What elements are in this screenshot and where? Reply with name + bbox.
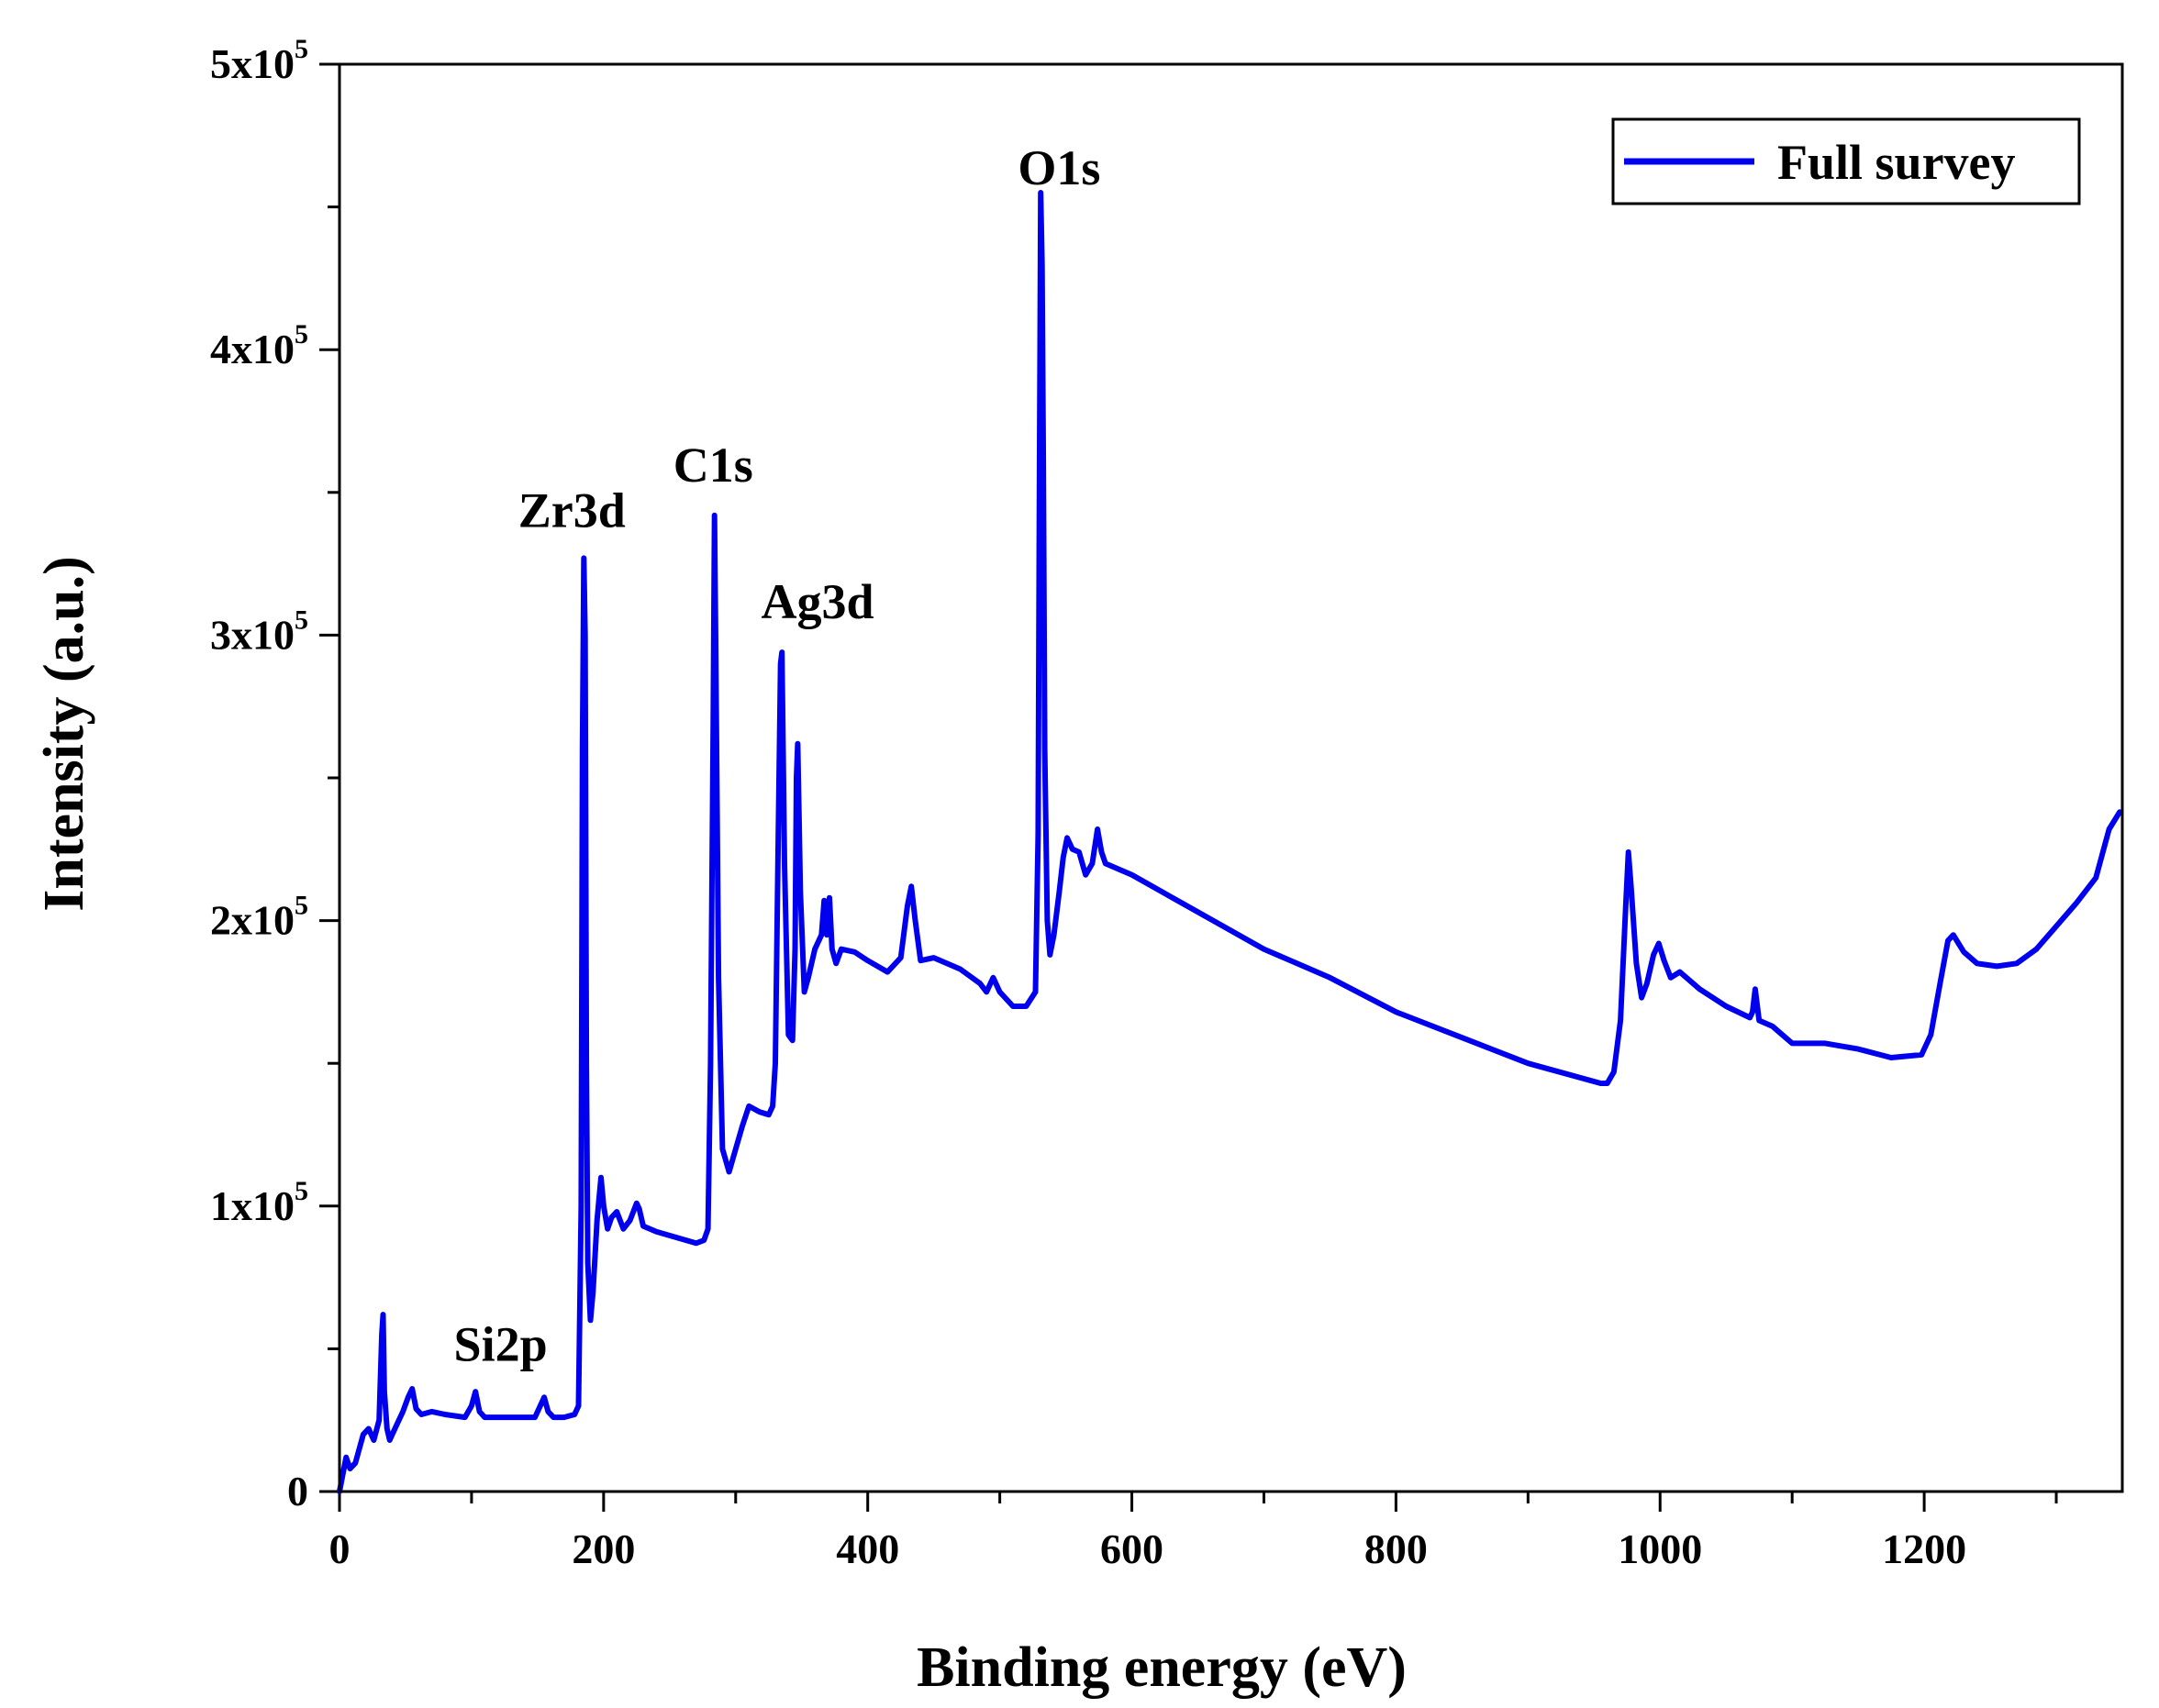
x-tick-label: 0 [329,1525,351,1572]
x-tick-label: 800 [1364,1525,1428,1572]
x-tick-label: 1000 [1618,1525,1702,1572]
y-tick-label: 0 [287,1468,308,1514]
peak-annotations: Si2p Zr3d C1s Ag3d O1s [454,140,1101,1371]
x-tick-label: 200 [572,1525,635,1572]
y-tick-labels: 0 1x105 2x105 3x105 4x105 5x105 [210,34,308,1514]
plot-frame [338,62,2124,1493]
y-axis-title: Intensity (a.u.) [33,556,95,912]
series-line-full-survey [337,190,2123,1494]
x-tick-label: 1200 [1882,1525,1966,1572]
peak-label-ag3d: Ag3d [761,574,874,629]
y-tick-label: 2x105 [210,891,308,944]
peak-label-c1s: C1s [673,438,753,493]
x-tick-label: 600 [1100,1525,1163,1572]
x-tick-labels: 0 200 400 600 800 1000 1200 [329,1525,1967,1572]
x-axis-title: Binding energy (eV) [917,1636,1407,1699]
y-tick-label: 1x105 [210,1176,308,1229]
y-tick-label: 4x105 [210,319,308,372]
legend: Full survey [1611,117,2081,205]
legend-label-full-survey: Full survey [1777,135,2016,190]
peak-label-zr3d: Zr3d [518,483,626,538]
y-tick-label: 3x105 [210,604,308,658]
axis-ticks [319,62,2058,1512]
x-tick-label: 400 [836,1525,899,1572]
peak-label-si2p: Si2p [454,1316,548,1371]
y-tick-label: 5x105 [210,34,308,87]
peak-label-o1s: O1s [1018,140,1100,195]
